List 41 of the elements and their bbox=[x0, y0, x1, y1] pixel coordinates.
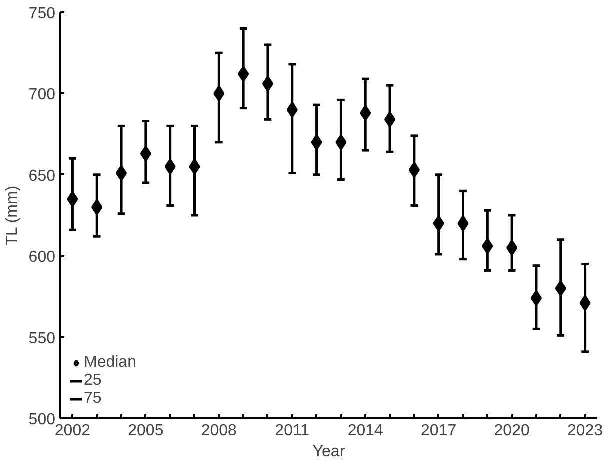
point bbox=[311, 134, 322, 150]
point bbox=[336, 134, 347, 150]
point bbox=[238, 66, 250, 82]
x-tick-label: 2020 bbox=[494, 422, 530, 440]
x-axis-title: Year bbox=[312, 444, 346, 460]
y-tick-label: 700 bbox=[28, 86, 56, 104]
legend-label: Median bbox=[84, 354, 136, 372]
point bbox=[360, 105, 372, 121]
y-tick-label: 500 bbox=[28, 412, 56, 428]
point bbox=[580, 295, 591, 311]
x-tick-label: 2005 bbox=[128, 422, 164, 440]
point bbox=[506, 240, 518, 256]
x-tick-label: 2011 bbox=[275, 422, 310, 440]
y-tick-label: 600 bbox=[28, 249, 56, 266]
point bbox=[433, 216, 444, 232]
point bbox=[458, 216, 469, 232]
point bbox=[67, 192, 78, 208]
x-tick-label: 2002 bbox=[54, 422, 91, 440]
x-tick-label: 2014 bbox=[348, 422, 384, 440]
point bbox=[286, 102, 298, 118]
annotation: 25 bbox=[84, 372, 103, 390]
point bbox=[555, 280, 566, 296]
y-tick-label: 750 bbox=[28, 6, 56, 22]
point bbox=[482, 238, 494, 254]
point bbox=[408, 162, 420, 178]
x-tick-label: 2017 bbox=[421, 422, 457, 440]
point bbox=[530, 290, 542, 306]
point bbox=[140, 146, 152, 162]
point bbox=[262, 76, 274, 92]
point bbox=[214, 86, 225, 102]
point bbox=[92, 200, 103, 216]
y-tick-label: 550 bbox=[28, 330, 56, 348]
point bbox=[189, 159, 200, 175]
x-tick-label: 2008 bbox=[201, 422, 238, 440]
x-tick-label: 2023 bbox=[568, 422, 604, 440]
point bbox=[116, 166, 128, 182]
point bbox=[384, 112, 396, 128]
y-tick-label: 650 bbox=[28, 168, 56, 185]
annotation: 75 bbox=[84, 390, 103, 408]
point bbox=[164, 159, 176, 175]
y-axis-title: TL (mm) bbox=[4, 186, 21, 246]
